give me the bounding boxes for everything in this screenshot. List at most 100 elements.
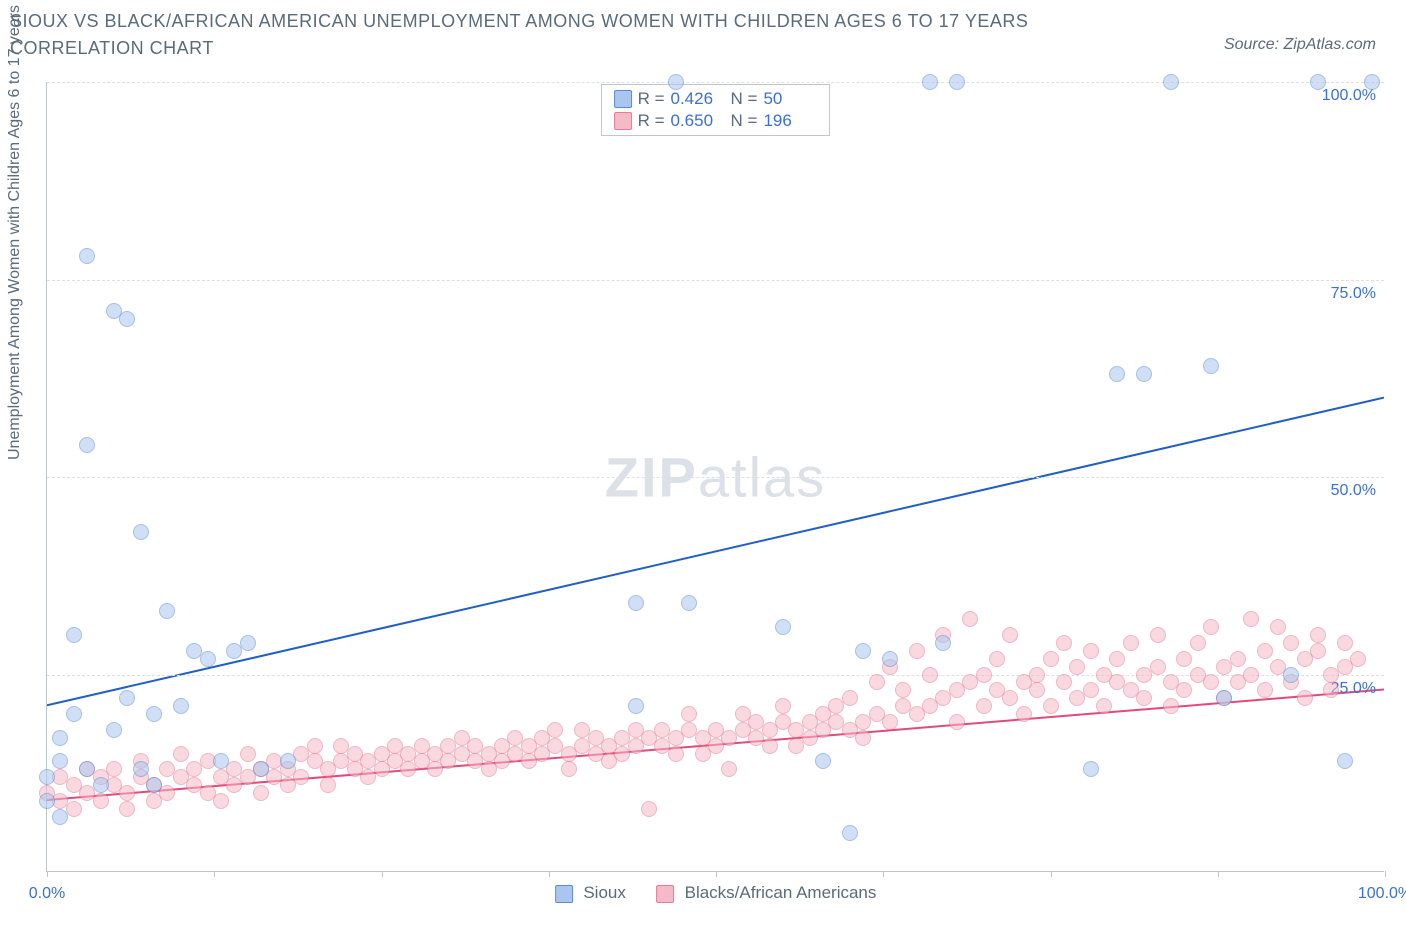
data-point xyxy=(1163,74,1179,90)
x-tick xyxy=(1051,871,1052,877)
data-point xyxy=(1016,706,1032,722)
data-point xyxy=(869,674,885,690)
source-label: Source: ZipAtlas.com xyxy=(1224,36,1376,54)
data-point xyxy=(949,74,965,90)
data-point xyxy=(1203,674,1219,690)
data-point xyxy=(1297,690,1313,706)
data-point xyxy=(240,746,256,762)
data-point xyxy=(1310,643,1326,659)
data-point xyxy=(628,595,644,611)
data-point xyxy=(293,769,309,785)
data-point xyxy=(1150,627,1166,643)
data-point xyxy=(1056,635,1072,651)
data-point xyxy=(1350,651,1366,667)
data-point xyxy=(1150,659,1166,675)
data-point xyxy=(1283,635,1299,651)
r-label-0: R = xyxy=(638,89,665,109)
data-point xyxy=(39,769,55,785)
data-point xyxy=(1364,74,1380,90)
data-point xyxy=(280,753,296,769)
data-point xyxy=(1002,690,1018,706)
data-point xyxy=(989,651,1005,667)
data-point xyxy=(842,690,858,706)
data-point xyxy=(1069,659,1085,675)
chart-container: SIOUX VS BLACK/AFRICAN AMERICAN UNEMPLOY… xyxy=(0,0,1406,930)
n-value-1: 196 xyxy=(763,111,817,131)
data-point xyxy=(133,524,149,540)
data-point xyxy=(159,785,175,801)
data-point xyxy=(922,74,938,90)
legend-item-sioux: Sioux xyxy=(555,883,626,903)
legend-bottom: Sioux Blacks/African Americans xyxy=(555,883,877,903)
r-label-1: R = xyxy=(638,111,665,131)
r-value-0: 0.426 xyxy=(671,89,725,109)
y-tick-label: 50.0% xyxy=(1331,482,1376,500)
data-point xyxy=(66,706,82,722)
data-point xyxy=(842,825,858,841)
title-row: SIOUX VS BLACK/AFRICAN AMERICAN UNEMPLOY… xyxy=(10,8,1396,62)
data-point xyxy=(79,761,95,777)
x-tick xyxy=(1218,871,1219,877)
data-point xyxy=(949,714,965,730)
n-value-0: 50 xyxy=(763,89,817,109)
data-point xyxy=(855,643,871,659)
y-tick-label: 75.0% xyxy=(1331,285,1376,303)
data-point xyxy=(1283,667,1299,683)
data-point xyxy=(976,667,992,683)
data-point xyxy=(119,690,135,706)
n-label-1: N = xyxy=(731,111,758,131)
data-point xyxy=(882,714,898,730)
data-point xyxy=(1323,682,1339,698)
data-point xyxy=(1163,698,1179,714)
data-point xyxy=(146,777,162,793)
y-axis-label: Unemployment Among Women with Children A… xyxy=(6,5,24,460)
legend-bottom-swatch-black xyxy=(656,885,674,903)
data-point xyxy=(1176,682,1192,698)
data-point xyxy=(253,785,269,801)
data-point xyxy=(1203,358,1219,374)
data-point xyxy=(1136,366,1152,382)
data-point xyxy=(1257,643,1273,659)
data-point xyxy=(1257,682,1273,698)
x-tick xyxy=(47,871,48,877)
data-point xyxy=(1002,627,1018,643)
data-point xyxy=(668,746,684,762)
data-point xyxy=(1029,682,1045,698)
data-point xyxy=(641,801,657,817)
data-point xyxy=(1123,635,1139,651)
grid-line xyxy=(47,675,1384,676)
legend-row-black: R = 0.650 N = 196 xyxy=(614,111,818,131)
plot-area: ZIPatlas R = 0.426 N = 50 R = 0.650 N = … xyxy=(46,82,1384,872)
data-point xyxy=(52,753,68,769)
data-point xyxy=(1176,651,1192,667)
data-point xyxy=(1029,667,1045,683)
data-point xyxy=(213,753,229,769)
chart-title: SIOUX VS BLACK/AFRICAN AMERICAN UNEMPLOY… xyxy=(10,8,1110,62)
data-point xyxy=(52,809,68,825)
data-point xyxy=(320,777,336,793)
data-point xyxy=(962,611,978,627)
data-point xyxy=(909,643,925,659)
data-point xyxy=(1190,635,1206,651)
data-point xyxy=(721,761,737,777)
data-point xyxy=(93,793,109,809)
data-point xyxy=(240,635,256,651)
data-point xyxy=(681,706,697,722)
data-point xyxy=(762,738,778,754)
legend-swatch-sioux xyxy=(614,90,632,108)
x-tick xyxy=(1385,871,1386,877)
data-point xyxy=(133,761,149,777)
data-point xyxy=(1230,651,1246,667)
data-point xyxy=(119,311,135,327)
x-tick xyxy=(883,871,884,877)
data-point xyxy=(1136,690,1152,706)
legend-row-sioux: R = 0.426 N = 50 xyxy=(614,89,818,109)
data-point xyxy=(173,698,189,714)
data-point xyxy=(106,761,122,777)
data-point xyxy=(628,698,644,714)
data-point xyxy=(307,738,323,754)
data-point xyxy=(39,793,55,809)
data-point xyxy=(775,619,791,635)
data-point xyxy=(882,651,898,667)
r-value-1: 0.650 xyxy=(671,111,725,131)
